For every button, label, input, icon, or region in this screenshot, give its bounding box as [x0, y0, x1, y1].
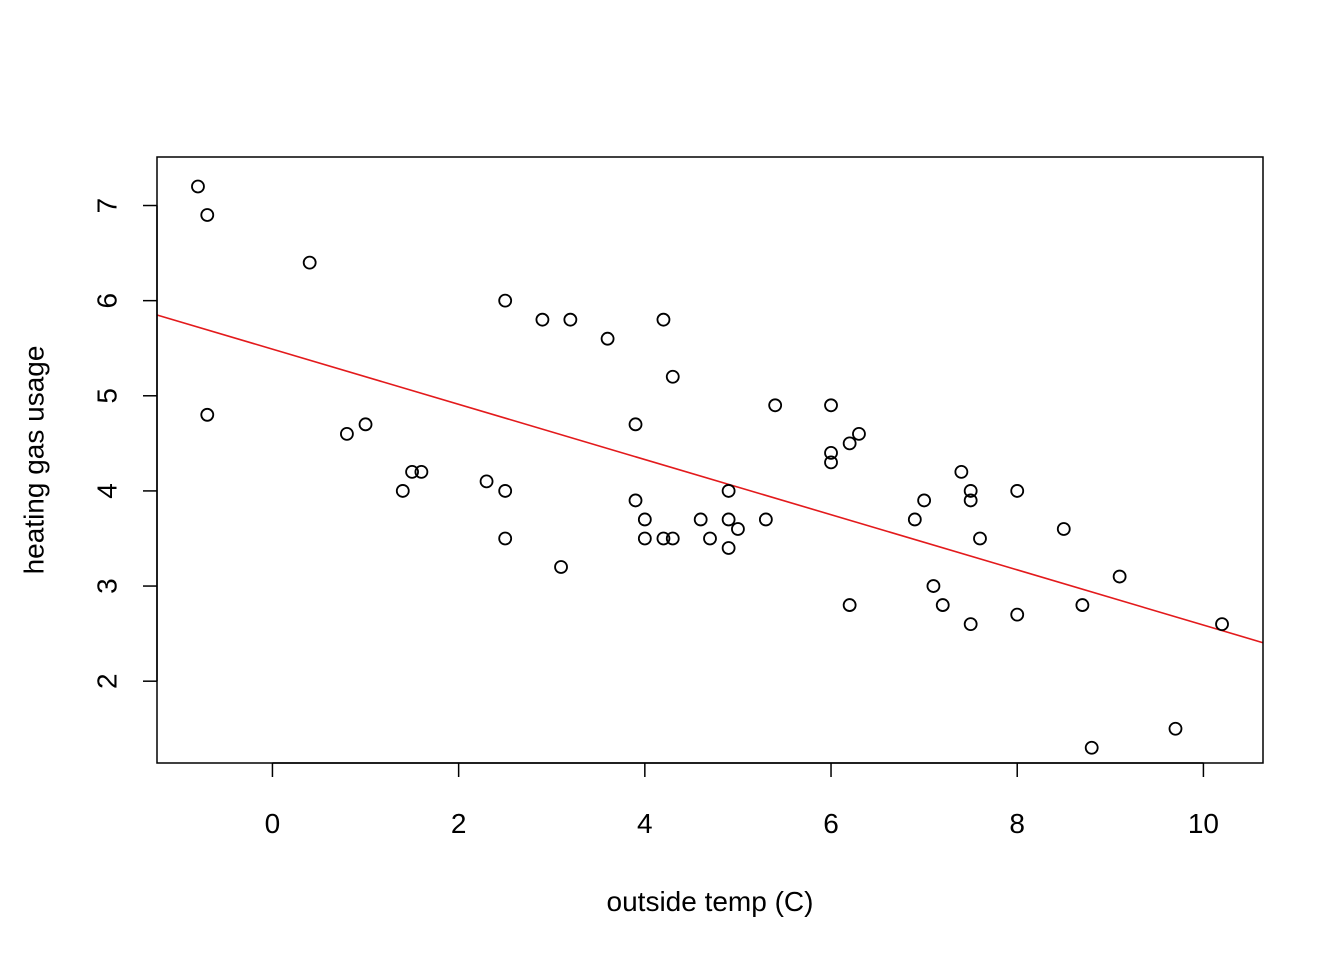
data-point — [852, 426, 866, 441]
data-point — [1010, 484, 1025, 498]
data-point — [1112, 569, 1127, 584]
data-point — [1215, 617, 1229, 632]
y-tick-label: 2 — [91, 673, 122, 689]
data-point — [191, 179, 205, 194]
x-tick-label: 0 — [265, 808, 281, 839]
data-point — [721, 484, 736, 498]
data-point — [1075, 598, 1090, 612]
x-tick-label: 4 — [637, 808, 653, 839]
data-point — [963, 493, 978, 508]
data-point — [200, 208, 215, 222]
y-axis: 2 3 4 5 6 7 — [91, 198, 158, 689]
data-point — [554, 560, 568, 574]
fit-line-layer — [156, 314, 1264, 644]
data-point — [600, 331, 615, 346]
data-point — [963, 617, 978, 632]
data-point — [563, 312, 578, 327]
data-point — [917, 493, 932, 508]
data-point — [535, 312, 550, 327]
data-point — [824, 455, 838, 470]
y-tick-label: 5 — [91, 388, 122, 404]
points-layer — [191, 179, 1229, 755]
y-tick-label: 6 — [91, 293, 122, 309]
data-point — [665, 369, 680, 384]
y-axis-title: heating gas usage — [18, 346, 49, 575]
data-point — [973, 531, 987, 546]
plot-frame — [156, 156, 1264, 764]
x-tick-label: 8 — [1009, 808, 1025, 839]
data-point — [628, 493, 643, 508]
data-point — [1010, 607, 1025, 622]
data-point — [954, 464, 969, 479]
y-tick-label: 4 — [91, 483, 122, 499]
y-tick-label: 7 — [91, 198, 122, 214]
data-point — [758, 512, 773, 527]
data-point — [405, 464, 419, 479]
x-axis: 0 2 4 6 8 10 — [265, 762, 1219, 839]
data-point — [842, 436, 857, 451]
y-tick-label: 3 — [91, 578, 122, 594]
data-point — [731, 522, 745, 536]
data-point — [637, 512, 652, 527]
data-point — [693, 512, 708, 527]
data-point — [498, 293, 513, 308]
data-point — [414, 464, 429, 479]
data-point — [1084, 740, 1099, 755]
data-point — [665, 531, 680, 546]
data-point — [935, 598, 950, 612]
data-point — [907, 512, 922, 527]
x-tick-label: 6 — [823, 808, 839, 839]
data-point — [628, 417, 643, 432]
data-point — [1168, 721, 1183, 736]
x-axis-title: outside temp (C) — [607, 886, 814, 917]
x-tick-label: 2 — [451, 808, 467, 839]
data-point — [358, 417, 373, 432]
data-point — [395, 484, 410, 498]
data-point — [302, 255, 317, 270]
data-point — [842, 598, 857, 612]
data-point — [963, 484, 978, 498]
data-point — [498, 484, 513, 498]
data-point — [824, 445, 838, 460]
data-point — [721, 541, 736, 555]
data-point — [656, 531, 671, 546]
data-point — [768, 398, 783, 413]
data-point — [479, 474, 494, 489]
data-point — [340, 426, 354, 441]
data-point — [926, 579, 941, 593]
data-point — [498, 531, 513, 546]
data-point — [721, 512, 736, 527]
x-tick-label: 10 — [1188, 808, 1219, 839]
data-point — [703, 531, 717, 546]
regression-line — [156, 314, 1264, 644]
data-point — [637, 531, 652, 546]
data-point — [200, 407, 215, 422]
data-point — [824, 398, 838, 413]
data-point — [656, 312, 671, 327]
data-point — [1056, 522, 1071, 536]
